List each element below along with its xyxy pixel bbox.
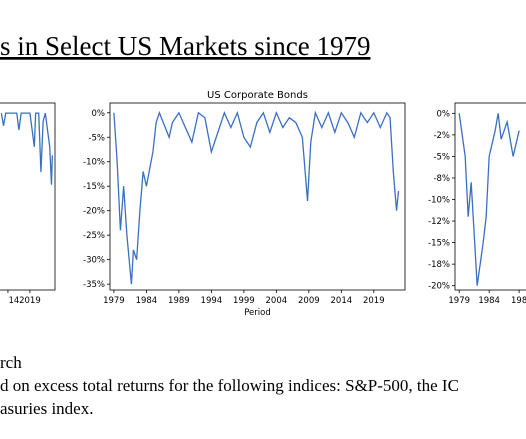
y-tick-label: 0% xyxy=(92,109,106,119)
y-tick-label: -20% xyxy=(83,207,105,217)
x-axis-label: Period xyxy=(244,308,271,318)
series-line xyxy=(458,113,520,286)
y-tick-label: 0% xyxy=(437,109,451,119)
series-line xyxy=(0,112,54,185)
series-line xyxy=(113,110,400,285)
body-line: rch xyxy=(0,353,22,372)
document-title: s in Select US Markets since 1979 xyxy=(0,31,370,61)
y-tick-label: -15% xyxy=(83,182,105,192)
x-tick-label: 14 xyxy=(9,296,20,306)
x-tick-label: 2019 xyxy=(19,296,41,306)
chart-title: US Corporate Bonds xyxy=(207,90,308,101)
y-tick-label: -5% xyxy=(88,133,105,143)
plot-frame xyxy=(454,102,526,291)
y-tick-label: -2% xyxy=(433,131,450,141)
y-tick-label: -25% xyxy=(83,231,105,241)
x-tick-label: 1984 xyxy=(478,296,500,306)
x-tick-label: 1999 xyxy=(233,296,255,306)
x-tick-label: 1979 xyxy=(103,296,125,306)
x-tick-label: 2019 xyxy=(363,296,385,306)
y-tick-label: -5% xyxy=(433,152,450,162)
y-tick-label: -12% xyxy=(428,217,450,227)
x-tick-label: 1989 xyxy=(168,296,190,306)
y-tick-label: -10% xyxy=(83,158,105,168)
plot-frame xyxy=(109,102,406,291)
y-tick-label: -20% xyxy=(428,282,450,292)
body-line: d on excess total returns for the follow… xyxy=(0,376,459,395)
body-line: asuries index. xyxy=(0,399,93,418)
y-tick-label: -8% xyxy=(433,174,450,184)
x-tick-label: 1979 xyxy=(448,296,470,306)
x-tick-label: 2014 xyxy=(331,296,353,306)
y-tick-label: -15% xyxy=(428,239,450,249)
y-tick-label: -10% xyxy=(428,196,450,206)
x-tick-label: 1984 xyxy=(136,296,158,306)
x-tick-label: 1994 xyxy=(201,296,223,306)
y-tick-label: -35% xyxy=(83,280,105,290)
y-tick-label: -30% xyxy=(83,256,105,266)
y-tick-label: -18% xyxy=(428,260,450,270)
plot-frame xyxy=(0,102,56,291)
x-tick-label: 198 xyxy=(511,296,526,306)
x-tick-label: 2009 xyxy=(298,296,320,306)
x-tick-label: 2004 xyxy=(266,296,288,306)
